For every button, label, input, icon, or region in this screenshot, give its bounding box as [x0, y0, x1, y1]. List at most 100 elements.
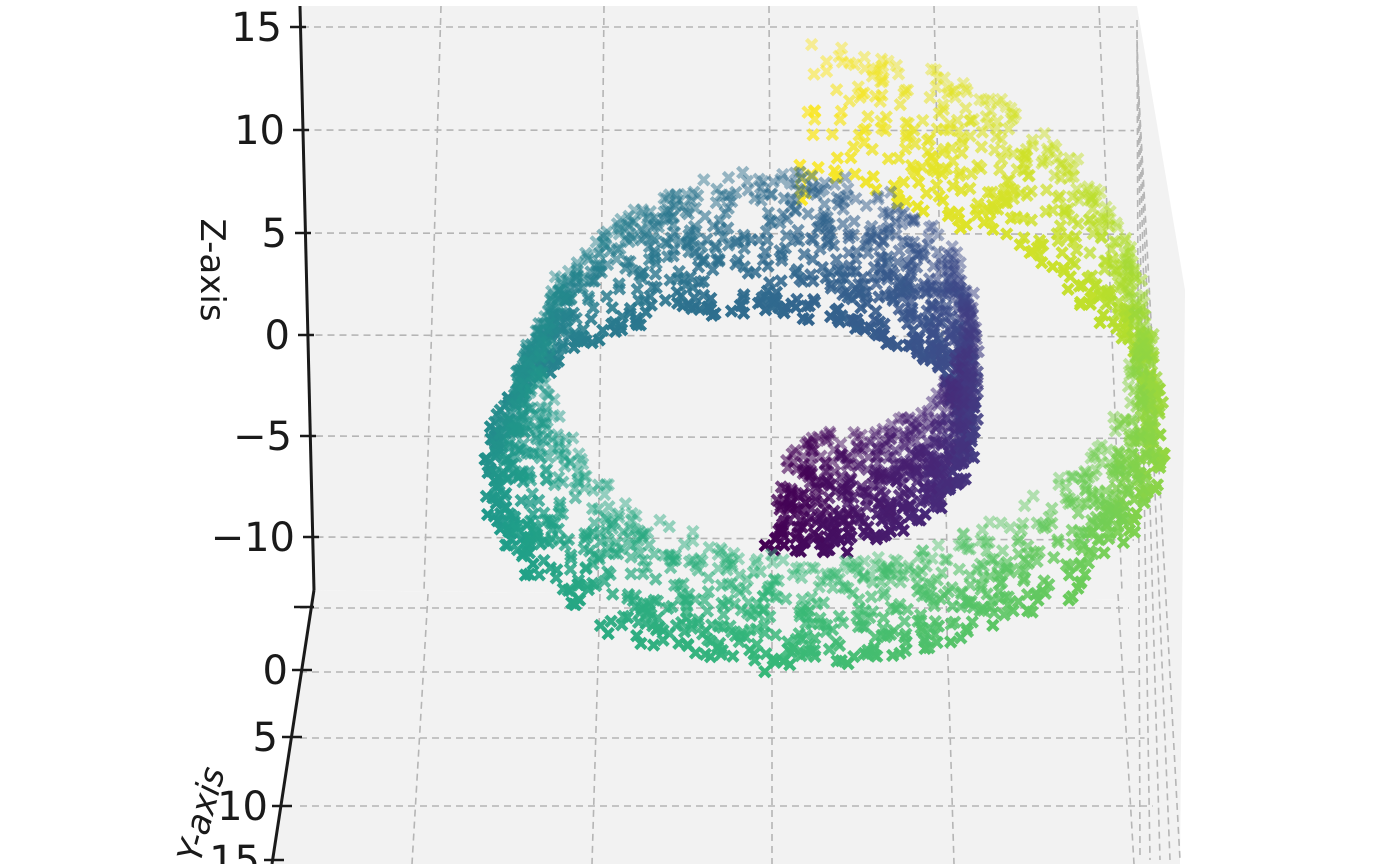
data-point [774, 274, 788, 288]
z-tick-label: −5 [233, 414, 292, 460]
data-point [631, 615, 646, 629]
data-point [676, 273, 691, 287]
data-point [1029, 586, 1044, 601]
data-point [698, 647, 713, 661]
data-point [522, 567, 537, 581]
data-point [790, 263, 805, 277]
data-point [576, 322, 591, 337]
data-point [786, 640, 800, 655]
data-point [1000, 227, 1014, 241]
data-point [712, 636, 727, 651]
z-tick-label: 10 [234, 108, 285, 154]
z-grid-line [302, 129, 1135, 132]
data-point [645, 280, 660, 294]
data-point [510, 523, 525, 537]
data-point [971, 197, 985, 211]
data-point [963, 181, 977, 196]
data-point [565, 596, 579, 610]
data-point [830, 151, 845, 165]
data-point [1097, 546, 1111, 560]
data-point [997, 608, 1011, 622]
data-point [830, 654, 844, 668]
data-point [750, 637, 764, 651]
data-point [826, 525, 840, 540]
x-grid-line [423, 5, 442, 593]
data-point [758, 664, 772, 679]
data-point [758, 538, 772, 553]
data-point [875, 328, 890, 342]
data-point [1083, 297, 1098, 312]
data-point [605, 587, 620, 601]
data-point [600, 289, 614, 304]
data-point [1017, 231, 1031, 245]
data-point [797, 535, 811, 550]
data-point [919, 186, 934, 200]
data-point [966, 450, 981, 465]
data-point [1061, 282, 1075, 297]
data-point [1065, 537, 1080, 552]
data-point [588, 578, 603, 593]
z-grid-line [303, 435, 1135, 440]
data-point [502, 507, 516, 521]
data-point [640, 605, 654, 620]
data-point [947, 615, 962, 629]
data-point [768, 628, 783, 642]
data-point [1153, 456, 1167, 471]
y-tick-label: 5 [253, 715, 278, 761]
y-tick-label: 0 [263, 648, 288, 694]
data-point [930, 635, 944, 650]
data-point [681, 637, 695, 652]
data-point [605, 301, 619, 315]
data-point [564, 548, 578, 562]
data-point [869, 182, 883, 197]
side-grid-line [1136, 29, 1151, 861]
data-point [696, 288, 711, 303]
data-point [822, 266, 837, 280]
data-point [869, 304, 883, 318]
data-point [946, 179, 960, 193]
data-point [510, 542, 525, 557]
data-points [478, 37, 1171, 679]
data-point [1073, 576, 1087, 590]
data-point [726, 649, 740, 663]
data-point [965, 615, 979, 629]
data-point [952, 475, 967, 489]
data-point [530, 527, 544, 541]
data-point [691, 613, 706, 627]
data-point [616, 609, 631, 624]
data-point [912, 331, 926, 346]
data-point [881, 152, 896, 166]
data-point [808, 295, 822, 309]
data-point [834, 278, 849, 292]
back-pane [300, 6, 1137, 600]
data-point [586, 301, 600, 315]
data-point [772, 300, 786, 315]
data-point [1109, 321, 1124, 335]
data-point [901, 316, 915, 331]
data-point [840, 545, 854, 560]
data-point [935, 342, 949, 357]
data-point [918, 634, 932, 648]
data-point [883, 498, 897, 512]
data-point [1103, 526, 1117, 541]
data-point [658, 293, 673, 308]
data-point [593, 618, 608, 633]
data-point [827, 164, 842, 178]
data-point [918, 493, 932, 507]
data-point [704, 291, 718, 306]
z-grid-line [303, 334, 1135, 338]
x-grid-line [597, 5, 605, 593]
data-point [604, 614, 618, 629]
data-point [954, 183, 968, 198]
data-point [596, 323, 610, 337]
data-point [755, 291, 769, 305]
data-point [1149, 445, 1163, 460]
data-point [537, 553, 551, 568]
data-point [532, 568, 546, 582]
data-point [1059, 557, 1074, 572]
x-floor-grid-line [1117, 593, 1135, 864]
data-point [526, 507, 540, 521]
data-point [571, 334, 585, 348]
data-point [790, 292, 804, 307]
data-point [844, 151, 858, 165]
